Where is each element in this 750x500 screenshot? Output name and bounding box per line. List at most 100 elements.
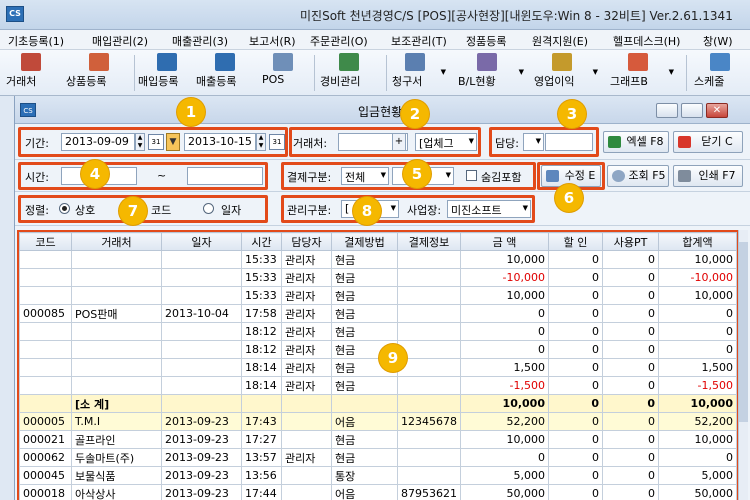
- table-row[interactable]: 000045 보물식품 2013-09-23 13:56 통장 5,000 0 0 5,000: [19, 466, 737, 485]
- cell-customer: [71, 358, 162, 377]
- scrollbar-thumb[interactable]: [739, 242, 748, 422]
- customer-input[interactable]: [338, 133, 408, 151]
- table-header-row: 코드 거래처 일자 시간 담당자 결제방법 결제정보 금 액 할 인 사용PT …: [19, 232, 737, 251]
- toolbar-customer-button[interactable]: 거래처: [6, 52, 56, 94]
- date-from-spinner[interactable]: ▲ ▼: [135, 133, 145, 151]
- table-row[interactable]: 000018 아삭상사 2013-09-23 17:44 어음 87953621 50,00…: [19, 484, 737, 500]
- deposit-grid: 코드 거래처 일자 시간 담당자 결제방법 결제정보 금 액 할 인 사용PT …: [17, 230, 739, 500]
- menu-purchase[interactable]: 매입관리(2): [92, 35, 149, 48]
- table-row[interactable]: 000062 두솔마트(주) 2013-09-23 13:57 관리자 현금 0 0 0 0: [19, 448, 737, 467]
- cell-discount: 0: [548, 466, 603, 485]
- dropdown-arrow-icon[interactable]: ▼: [440, 68, 446, 76]
- sort-by-name-radio[interactable]: [59, 203, 70, 214]
- toolbar-sales-button[interactable]: 매출등록: [196, 52, 254, 94]
- excel-export-button[interactable]: 엑셀 F8: [603, 131, 669, 153]
- toolbar-purchase-button[interactable]: 매입등록: [138, 52, 196, 94]
- manager-input[interactable]: [545, 133, 593, 151]
- table-row[interactable]: 18:14 관리자 현금 1,500 0 0 1,500: [19, 358, 737, 377]
- cell-amount: 10,000: [460, 286, 549, 305]
- menu-aux[interactable]: 보조관리(T): [391, 35, 447, 48]
- menu-orders[interactable]: 주문관리(O): [310, 35, 368, 48]
- col-payment-method[interactable]: 결제방법: [331, 232, 398, 251]
- col-time[interactable]: 시간: [241, 232, 282, 251]
- menu-license[interactable]: 정품등록: [466, 35, 507, 48]
- search-icon: [612, 170, 625, 182]
- col-customer[interactable]: 거래처: [71, 232, 162, 251]
- cell-date: [161, 250, 242, 269]
- menu-sales[interactable]: 매출관리(3): [172, 35, 229, 48]
- col-amount[interactable]: 금 액: [460, 232, 549, 251]
- toolbar-pos-button[interactable]: POS: [262, 52, 304, 94]
- toolbar-bl-status-button[interactable]: B/L현황 ▼: [458, 52, 524, 94]
- cell-manager: [281, 484, 332, 500]
- minimize-button[interactable]: [656, 103, 678, 118]
- sort-by-date-radio[interactable]: [203, 203, 214, 214]
- toolbar-invoice-button[interactable]: 청구서 ▼: [392, 52, 446, 94]
- dropdown-arrow-icon[interactable]: ▼: [592, 68, 598, 76]
- step-badge-4: 4: [81, 160, 109, 188]
- cell-amount: 0: [460, 322, 549, 341]
- col-payment-info[interactable]: 결제정보: [397, 232, 461, 251]
- maximize-button[interactable]: [681, 103, 703, 118]
- customer-group-select[interactable]: [업체그: [415, 133, 477, 151]
- subtotal-cell: [19, 394, 72, 413]
- table-row[interactable]: 15:33 관리자 현금 -10,000 0 0 -10,000: [19, 268, 737, 287]
- table-row[interactable]: 18:12 관리자 현금 0 0 0 0: [19, 340, 737, 359]
- menu-reports[interactable]: 보고서(R): [249, 35, 296, 48]
- menu-helpdesk[interactable]: 헬프데스크(H): [613, 35, 681, 48]
- table-row[interactable]: 18:12 관리자 현금 0 0 0 0: [19, 322, 737, 341]
- app-title: 미진Soft 천년경영C/S [POS][공사현장][내윈도우:Win 8 - …: [300, 9, 733, 23]
- toolbar-profit-button[interactable]: 영업이익 ▼: [534, 52, 598, 94]
- manager-select[interactable]: [523, 133, 544, 151]
- table-row[interactable]: 000021 골프라인 2013-09-23 17:27 현금 10,000 0 0 10,00…: [19, 430, 737, 449]
- toolbar-expense-button[interactable]: 경비관리: [320, 52, 378, 94]
- cell-date: 2013-09-23: [161, 430, 242, 449]
- table-row[interactable]: 18:14 관리자 현금 -1,500 0 0 -1,500: [19, 376, 737, 395]
- cell-customer: POS판매: [71, 304, 162, 323]
- cell-manager: 관리자: [281, 448, 332, 467]
- cell-date: [161, 322, 242, 341]
- period-dropdown-button[interactable]: ▼: [166, 133, 180, 151]
- time-label: 시간:: [25, 171, 49, 184]
- time-to-input[interactable]: [187, 167, 263, 185]
- add-customer-button[interactable]: +: [392, 133, 406, 151]
- col-manager[interactable]: 담당자: [281, 232, 332, 251]
- toolbar-graph-button[interactable]: 그래프B ▼: [610, 52, 674, 94]
- cell-code: 000021: [19, 430, 72, 449]
- payment-type-select[interactable]: 전체: [341, 167, 389, 185]
- col-discount[interactable]: 할 인: [548, 232, 603, 251]
- col-date[interactable]: 일자: [161, 232, 242, 251]
- search-button[interactable]: 조회 F5: [607, 165, 669, 187]
- hide-include-label: 숨김포함: [481, 171, 522, 184]
- table-row[interactable]: 15:33 관리자 현금 10,000 0 0 10,000: [19, 250, 737, 269]
- cell-info: [397, 448, 461, 467]
- print-button[interactable]: 인쇄 F7: [673, 165, 743, 187]
- cell-date: [161, 286, 242, 305]
- col-code[interactable]: 코드: [19, 232, 72, 251]
- date-from-input[interactable]: 2013-09-09: [61, 133, 135, 151]
- toolbar-product-button[interactable]: 상품등록: [66, 52, 132, 94]
- col-total[interactable]: 합계액: [658, 232, 737, 251]
- dropdown-arrow-icon[interactable]: ▼: [518, 68, 524, 76]
- calendar-icon[interactable]: 31: [148, 134, 164, 150]
- menu-basic[interactable]: 기초등록(1): [8, 35, 65, 48]
- table-row[interactable]: 000005 T.M.I 2013-09-23 17:43 어음 12345678 52,2…: [19, 412, 737, 431]
- table-row[interactable]: 15:33 관리자 현금 10,000 0 0 10,000: [19, 286, 737, 305]
- hide-include-checkbox[interactable]: [466, 170, 477, 181]
- dropdown-arrow-icon[interactable]: ▼: [668, 68, 674, 76]
- close-button[interactable]: 닫기 C: [673, 131, 743, 153]
- table-row[interactable]: 000085 POS판매 2013-10-04 17:58 관리자 현금 0 0 0 0: [19, 304, 737, 323]
- toolbar-schedule-button[interactable]: 스케줄: [694, 52, 746, 94]
- col-used-points[interactable]: 사용PT: [602, 232, 659, 251]
- menu-window[interactable]: 창(W): [703, 35, 733, 48]
- date-to-input[interactable]: 2013-10-15: [184, 133, 256, 151]
- business-site-select[interactable]: 미진소프트: [447, 200, 531, 218]
- menu-remote[interactable]: 원격지원(E): [532, 35, 589, 48]
- date-to-spinner[interactable]: ▲ ▼: [256, 133, 266, 151]
- cell-customer: 두솔마트(주): [71, 448, 162, 467]
- cell-discount: 0: [548, 322, 603, 341]
- cell-discount: 0: [548, 412, 603, 431]
- calendar-icon[interactable]: 31: [269, 134, 285, 150]
- close-window-button[interactable]: ✕: [706, 103, 728, 118]
- grid-scrollbar[interactable]: [738, 230, 748, 500]
